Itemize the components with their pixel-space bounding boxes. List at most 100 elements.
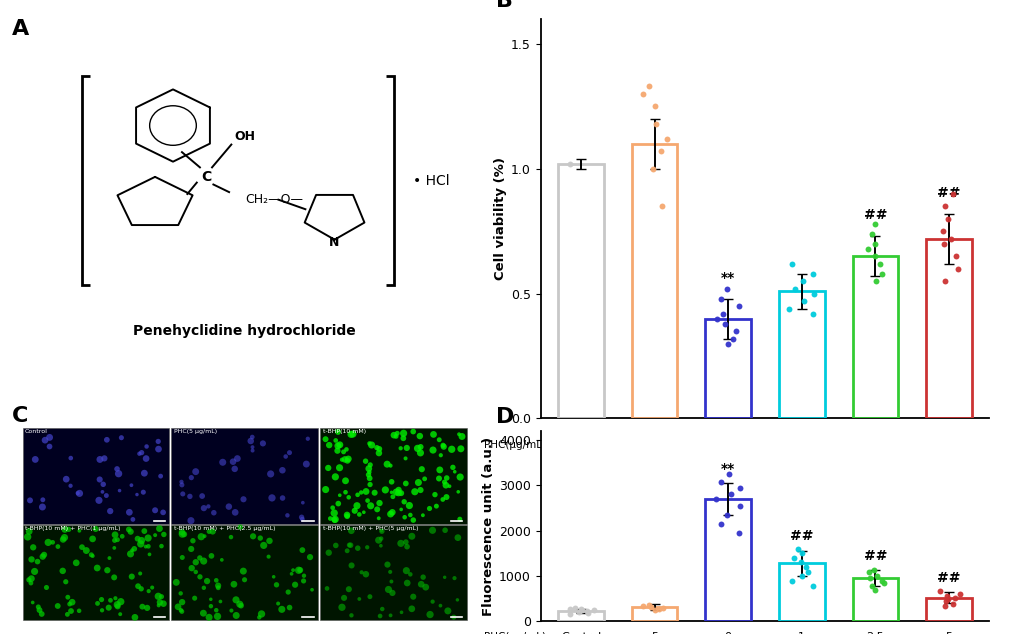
Point xyxy=(432,450,448,460)
Point xyxy=(330,498,346,508)
Point xyxy=(57,524,73,534)
Point xyxy=(152,471,168,481)
Text: t-BHP(10 mM): t-BHP(10 mM) xyxy=(322,429,366,434)
Point xyxy=(934,238,951,249)
Text: Control: Control xyxy=(24,429,48,434)
Point xyxy=(71,488,88,498)
Point xyxy=(405,515,421,525)
Point xyxy=(110,469,126,479)
Point xyxy=(654,603,671,613)
Point xyxy=(340,492,357,502)
Point xyxy=(23,574,40,584)
Point xyxy=(187,467,204,477)
Point xyxy=(370,535,386,545)
Point xyxy=(947,251,963,261)
Text: 2.5: 2.5 xyxy=(865,441,883,450)
Point xyxy=(951,588,967,598)
Bar xyxy=(631,144,677,418)
Point xyxy=(201,526,217,536)
Text: t-BHP(10 mM) + PHC(1 μg/mL): t-BHP(10 mM) + PHC(1 μg/mL) xyxy=(24,526,120,531)
Point xyxy=(113,432,129,443)
Point xyxy=(251,612,267,623)
Point xyxy=(138,541,154,552)
Point xyxy=(374,604,390,614)
Point xyxy=(401,510,418,520)
Point xyxy=(361,463,377,474)
Point xyxy=(343,560,360,571)
Text: PHC(μg/mL): PHC(μg/mL) xyxy=(483,631,545,634)
Point xyxy=(430,474,446,484)
Point xyxy=(131,569,148,579)
Point xyxy=(410,477,426,488)
Bar xyxy=(705,318,750,418)
Point xyxy=(732,482,748,493)
Point xyxy=(342,429,359,439)
Point xyxy=(245,442,261,452)
Point xyxy=(173,480,190,490)
Point xyxy=(78,545,95,555)
Point xyxy=(387,431,404,441)
Point xyxy=(42,441,58,451)
Y-axis label: Fluorescence unit (a.u.): Fluorescence unit (a.u.) xyxy=(481,437,494,616)
Point xyxy=(372,611,388,621)
Bar xyxy=(557,611,603,621)
Point xyxy=(340,584,357,594)
Point xyxy=(388,487,405,497)
Point xyxy=(450,429,467,439)
Point xyxy=(784,576,800,586)
Bar xyxy=(852,578,898,621)
Point xyxy=(395,428,412,438)
Point xyxy=(71,526,88,536)
Point xyxy=(333,602,350,612)
Point xyxy=(326,508,342,518)
Point xyxy=(725,333,741,344)
Point xyxy=(22,578,39,588)
Point xyxy=(865,565,881,575)
Point xyxy=(88,524,104,534)
Point xyxy=(293,545,310,555)
Point xyxy=(135,602,151,612)
Point xyxy=(873,269,890,279)
Point xyxy=(863,229,879,239)
Bar xyxy=(22,525,169,620)
Point xyxy=(643,602,659,612)
Point xyxy=(114,531,130,541)
Point xyxy=(19,532,36,542)
Text: • HCl: • HCl xyxy=(413,174,449,188)
Point xyxy=(168,578,184,588)
Point xyxy=(327,540,343,550)
Point xyxy=(451,514,468,524)
Text: 0: 0 xyxy=(725,631,731,634)
Point xyxy=(388,428,405,438)
Point xyxy=(50,601,66,611)
Point xyxy=(786,283,802,294)
Point xyxy=(796,296,812,306)
Point xyxy=(361,473,377,483)
Bar xyxy=(779,564,823,621)
Point xyxy=(291,565,308,575)
Point xyxy=(153,541,169,551)
Point xyxy=(390,485,407,495)
Point xyxy=(35,552,51,562)
Point xyxy=(132,584,149,594)
Point xyxy=(98,491,114,501)
Point xyxy=(718,283,735,294)
Point xyxy=(794,571,810,581)
Point xyxy=(368,443,384,453)
Point xyxy=(425,429,441,439)
Text: OH: OH xyxy=(234,131,255,143)
Point xyxy=(404,604,420,614)
Point xyxy=(415,572,431,582)
Point xyxy=(650,604,666,614)
Point xyxy=(431,435,447,445)
Point xyxy=(304,585,320,595)
Point xyxy=(224,456,240,467)
Point xyxy=(102,595,118,605)
Point xyxy=(281,448,298,458)
Point xyxy=(147,530,163,540)
Point xyxy=(61,599,77,609)
Point xyxy=(385,430,401,440)
Point xyxy=(21,495,38,505)
Point xyxy=(139,441,155,451)
Point xyxy=(946,593,962,603)
